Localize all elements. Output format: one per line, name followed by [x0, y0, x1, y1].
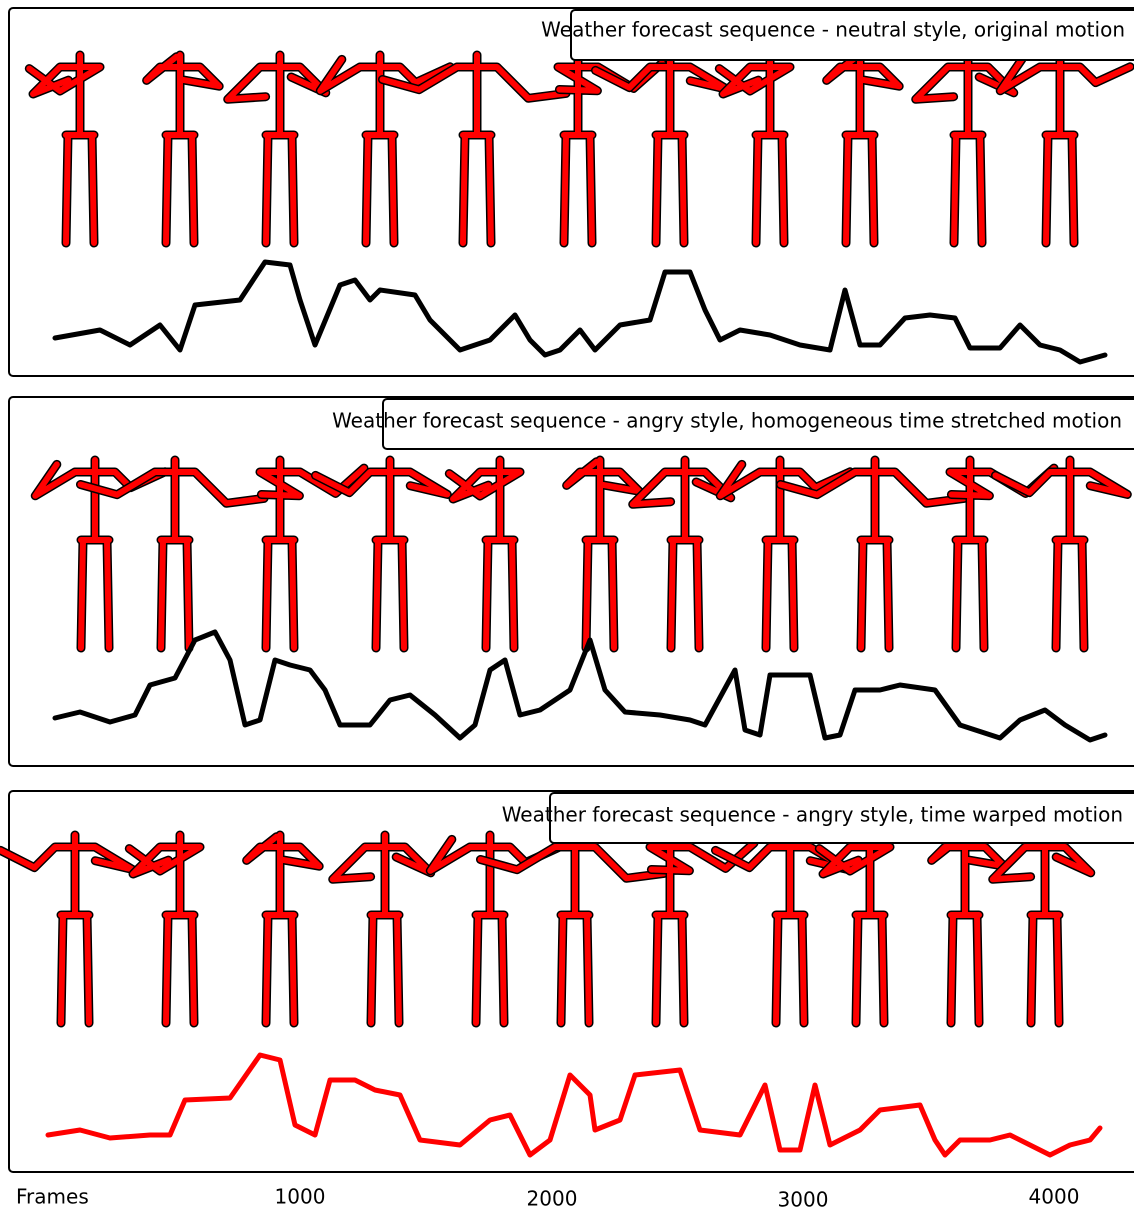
figure-body: [224, 52, 329, 246]
stick-figure: [911, 50, 1019, 248]
stick-figure: [776, 455, 969, 653]
figure-body: [716, 52, 793, 246]
panel: [8, 790, 1134, 1173]
x-tick-label: 1000: [275, 1185, 326, 1209]
figure-body: [989, 832, 1094, 1026]
figure-body: [477, 832, 667, 1026]
stick-figure: [645, 830, 759, 1028]
figure-body: [647, 832, 757, 1026]
axis-label: Frames: [16, 1185, 89, 1209]
title-box: [549, 792, 1134, 844]
figure-body: [992, 457, 1131, 651]
title-box: [382, 398, 1134, 450]
figure-body: [143, 52, 223, 246]
motion-curve: [45, 1052, 1103, 1158]
stick-figure: [995, 50, 1134, 248]
stick-figure: [315, 50, 455, 248]
figure-body: [629, 457, 734, 651]
stick-figure: [814, 830, 895, 1028]
figure-body: [126, 832, 203, 1026]
figure-body: [717, 457, 854, 651]
stick-figure: [255, 455, 369, 653]
figure-body: [563, 457, 643, 651]
motion-curve: [52, 629, 1108, 743]
panel: [8, 396, 1134, 767]
stick-figure: [715, 455, 855, 653]
stick-figure: [562, 455, 644, 653]
stick-figure: [822, 50, 904, 248]
x-tick-label: 2000: [527, 1187, 578, 1211]
stick-figure: [76, 455, 269, 653]
figure-body: [997, 52, 1134, 246]
figure-body: [257, 457, 367, 651]
stick-figures: [0, 50, 1134, 1028]
figure-body: [312, 457, 451, 651]
figure-body: [816, 832, 893, 1026]
figure-body: [446, 457, 523, 651]
stick-figure: [311, 455, 452, 653]
stick-figure: [991, 455, 1132, 653]
figure-body: [77, 457, 267, 651]
title-box: [570, 9, 1134, 61]
x-tick-label: 3000: [778, 1188, 829, 1212]
x-tick-label: 4000: [1029, 1185, 1080, 1209]
stick-figure: [223, 50, 331, 248]
panel-title: Weather forecast sequence - angry style,…: [332, 409, 1122, 433]
stick-figure: [24, 50, 105, 248]
stick-figure: [378, 50, 571, 248]
stick-figure: [476, 830, 669, 1028]
figure-body: [243, 832, 323, 1026]
stick-figure: [444, 455, 525, 653]
figure-body: [912, 52, 1017, 246]
panel-title: Weather forecast sequence - neutral styl…: [541, 18, 1125, 42]
figure-body: [317, 52, 454, 246]
stick-figure: [628, 455, 736, 653]
figure-body: [777, 457, 967, 651]
figure-body: [26, 52, 103, 246]
stick-figure: [988, 830, 1096, 1028]
stick-figure: [714, 50, 795, 248]
panel-title: Weather forecast sequence - angry style,…: [502, 803, 1123, 827]
stick-figure: [124, 830, 205, 1028]
stick-figure: [242, 830, 324, 1028]
stick-figure: [142, 50, 224, 248]
motion-curve: [52, 259, 1108, 365]
panel: [8, 7, 1134, 377]
figure-body: [823, 52, 903, 246]
figure-body: [379, 52, 569, 246]
